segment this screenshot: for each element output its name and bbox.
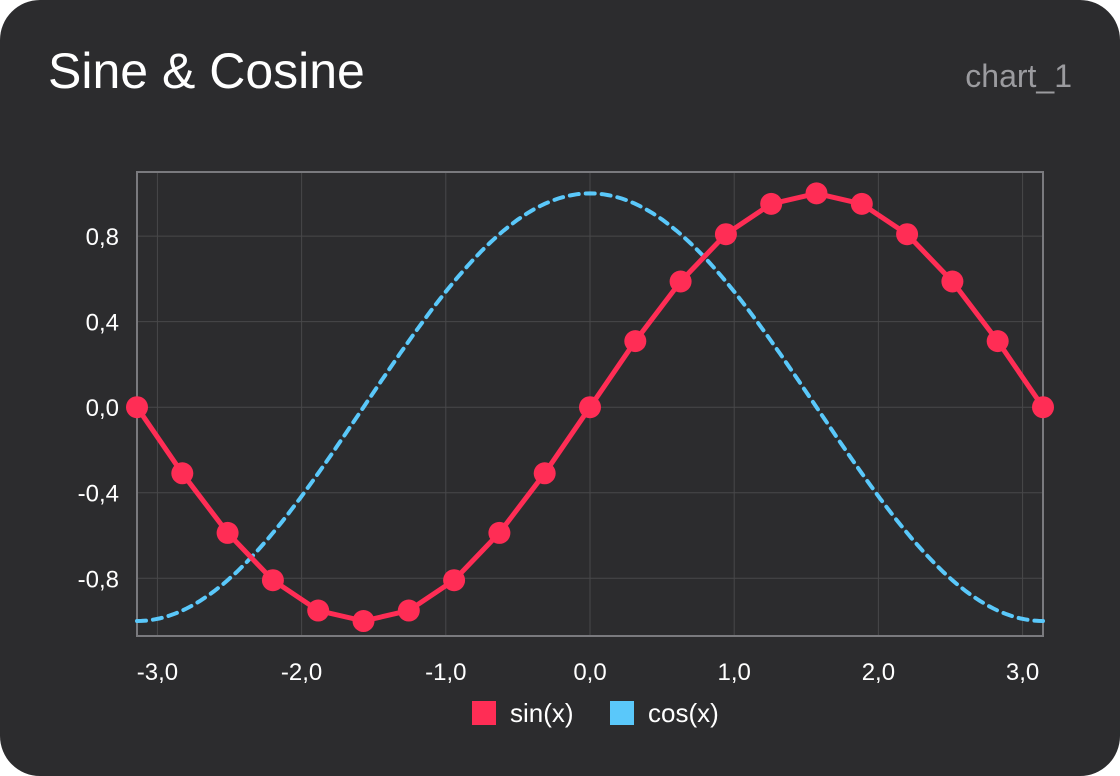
x-tick-label: 3,0 xyxy=(1006,659,1039,686)
x-tick-label: 2,0 xyxy=(862,659,895,686)
sin-data-point xyxy=(624,330,647,353)
sin-data-point xyxy=(896,223,919,246)
sin-data-point xyxy=(805,182,828,205)
legend-label: sin(x) xyxy=(510,698,574,728)
legend-swatch xyxy=(610,701,634,725)
series-line-cos xyxy=(135,191,1045,623)
x-tick-label: 0,0 xyxy=(573,659,606,686)
sin-data-point xyxy=(352,610,375,633)
sin-data-point xyxy=(397,599,420,622)
y-axis-ticks: -0,8 -0,4 0,0 0,4 0,8 xyxy=(78,224,119,593)
series xyxy=(126,182,1054,633)
sin-data-point xyxy=(488,521,511,544)
sin-data-point xyxy=(941,270,964,293)
legend-swatch xyxy=(472,701,496,725)
y-tick-label: 0,4 xyxy=(86,310,119,337)
x-axis-ticks: -3,0 -2,0 -1,0 0,0 1,0 2,0 3,0 xyxy=(137,659,1040,686)
grid xyxy=(137,172,1043,636)
sin-data-point xyxy=(760,192,783,215)
sin-data-point xyxy=(714,223,737,246)
sin-data-point xyxy=(171,462,194,485)
chart-title: Sine & Cosine xyxy=(48,43,365,99)
sin-data-point xyxy=(986,330,1009,353)
x-tick-label: 1,0 xyxy=(718,659,751,686)
legend-label: cos(x) xyxy=(648,698,719,728)
sin-data-point xyxy=(579,396,601,419)
y-tick-label: -0,4 xyxy=(78,481,119,508)
sin-data-point xyxy=(261,569,284,592)
y-tick-label: 0,8 xyxy=(86,224,119,251)
y-tick-label: 0,0 xyxy=(86,395,119,422)
x-tick-label: -1,0 xyxy=(425,659,466,686)
x-tick-label: -3,0 xyxy=(137,659,178,686)
sin-data-point xyxy=(126,396,148,419)
sin-data-point xyxy=(669,270,692,293)
sin-data-point xyxy=(307,599,330,622)
x-tick-label: -2,0 xyxy=(281,659,322,686)
sin-data-point xyxy=(850,192,873,215)
legend: sin(x) cos(x) xyxy=(472,698,719,728)
sin-data-point xyxy=(443,569,466,592)
sin-data-point xyxy=(533,462,556,485)
sin-data-point xyxy=(1032,396,1054,419)
sin-data-point xyxy=(216,521,239,544)
chart-id-label: chart_1 xyxy=(965,58,1072,94)
y-tick-label: -0,8 xyxy=(78,566,119,593)
